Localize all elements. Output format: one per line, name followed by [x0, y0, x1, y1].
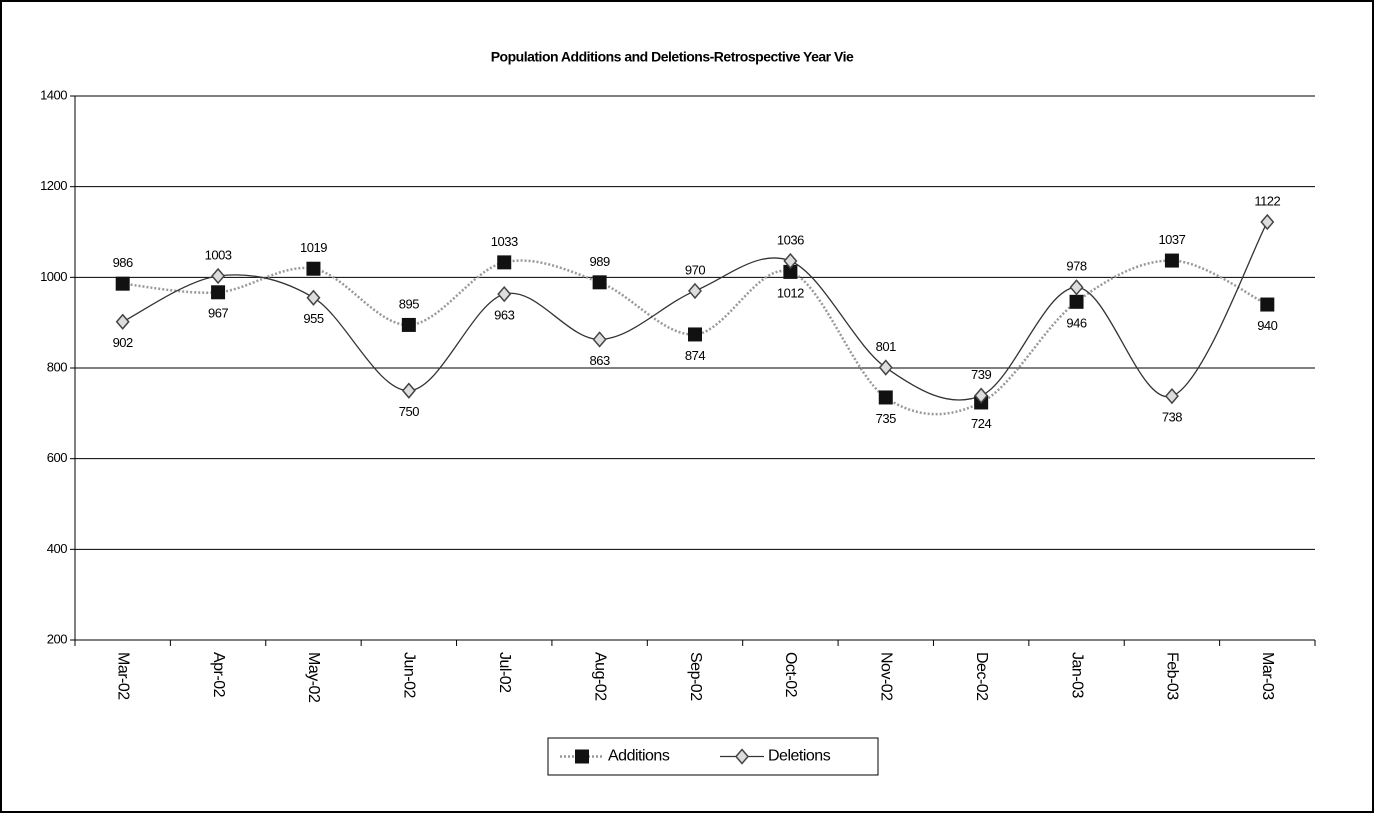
marker-square	[592, 275, 607, 290]
data-label: 986	[113, 255, 133, 270]
data-label: 955	[303, 311, 323, 326]
x-tick-label: Sep-02	[687, 652, 704, 701]
y-tick-label: 200	[47, 631, 67, 646]
x-tick-label: Mar-03	[1259, 652, 1276, 700]
data-label: 1003	[205, 247, 232, 262]
marker-diamond	[688, 282, 702, 300]
marker-square	[878, 390, 893, 405]
data-label: 863	[590, 353, 610, 368]
series-line	[122, 221, 1268, 401]
x-tick-label: Apr-02	[210, 652, 227, 698]
marker-diamond	[783, 252, 798, 270]
x-tick-label: May-02	[305, 652, 322, 703]
y-tick-label: 1400	[40, 87, 67, 102]
data-label: 1033	[491, 234, 518, 249]
legend-marker	[575, 749, 589, 764]
marker-diamond	[306, 289, 321, 306]
marker-diamond	[974, 387, 989, 404]
legend-label: Additions	[608, 748, 670, 765]
data-label: 1019	[300, 240, 327, 255]
y-tick-label: 800	[47, 359, 67, 374]
data-label: 750	[399, 404, 419, 419]
marker-diamond	[211, 267, 226, 285]
marker-diamond	[878, 359, 893, 376]
x-tick-label: Jan-03	[1068, 652, 1085, 699]
x-tick-label: Nov-02	[878, 652, 895, 701]
x-tick-label: Jun-02	[401, 652, 418, 699]
data-label: 970	[685, 262, 705, 277]
x-tick-label: Aug-02	[591, 652, 608, 701]
legend-label: Deletions	[768, 748, 831, 765]
data-label: 963	[494, 308, 514, 323]
marker-diamond	[592, 331, 607, 348]
marker-diamond	[1164, 387, 1179, 405]
x-tick-label: Feb-03	[1164, 652, 1181, 700]
marker-square	[401, 317, 416, 332]
data-label: 895	[399, 296, 419, 311]
marker-square	[1164, 253, 1179, 268]
data-label: 978	[1066, 259, 1086, 274]
marker-diamond	[401, 382, 416, 399]
data-label: 738	[1162, 410, 1182, 425]
marker-diamond	[115, 313, 130, 330]
data-label: 724	[971, 416, 991, 431]
marker-square	[1069, 294, 1084, 309]
marker-square	[688, 327, 702, 342]
marker-square	[115, 276, 130, 291]
chart-title: Population Additions and Deletions-Retro…	[491, 49, 854, 65]
y-tick-label: 1200	[40, 178, 67, 193]
marker-diamond	[497, 285, 512, 303]
data-label: 940	[1257, 318, 1277, 333]
data-label: 989	[590, 254, 610, 269]
data-label: 902	[113, 335, 133, 350]
marker-square	[497, 255, 512, 270]
legend-box	[547, 737, 879, 776]
data-label: 874	[685, 348, 705, 363]
data-label: 1037	[1158, 232, 1185, 247]
x-tick-label: Jul-02	[496, 652, 513, 693]
marker-square	[211, 285, 226, 300]
marker-square	[1260, 297, 1275, 312]
marker-square	[306, 261, 321, 276]
marker-diamond	[1260, 213, 1275, 231]
data-label: 739	[971, 367, 991, 382]
marker-diamond	[1069, 279, 1084, 296]
y-tick-label: 600	[47, 450, 67, 465]
data-label: 735	[876, 411, 896, 426]
legend-marker	[735, 748, 749, 765]
x-tick-label: Dec-02	[973, 652, 990, 701]
x-tick-label: Oct-02	[782, 652, 799, 698]
data-label: 946	[1066, 315, 1086, 330]
data-label: 967	[208, 306, 228, 321]
marker-square	[783, 264, 798, 279]
data-label: 1012	[777, 285, 804, 300]
y-tick-label: 1000	[40, 269, 67, 284]
data-label: 1122	[1254, 193, 1280, 208]
data-label: 801	[876, 339, 896, 354]
data-label: 1036	[777, 232, 804, 247]
x-tick-label: Mar-02	[114, 652, 131, 700]
y-tick-label: 400	[47, 541, 67, 556]
